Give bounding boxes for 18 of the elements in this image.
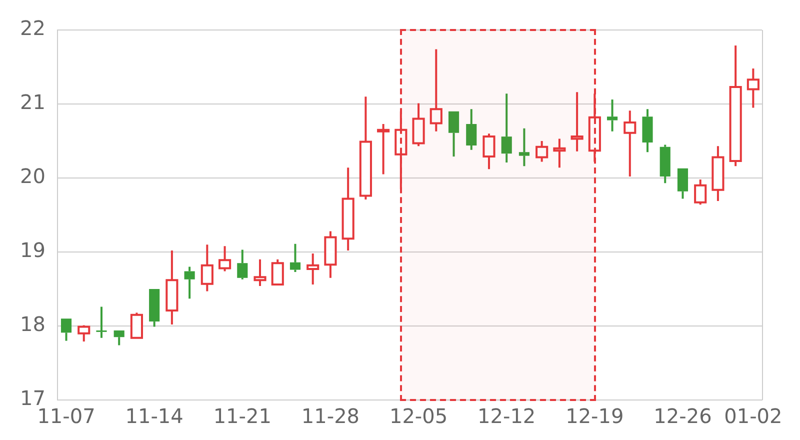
x-tick-label: 12-26 — [654, 404, 712, 428]
x-tick-label: 11-14 — [125, 404, 184, 428]
y-tick-label: 21 — [20, 90, 46, 114]
candlestick — [60, 318, 72, 342]
x-tick-label: 01-02 — [724, 404, 782, 428]
candlestick — [448, 111, 460, 158]
candlestick — [290, 242, 301, 273]
candlestick — [677, 168, 688, 200]
x-tick-label: 11-21 — [213, 404, 272, 428]
y-tick-label: 19 — [20, 238, 46, 262]
x-tick-label: 11-28 — [301, 404, 360, 428]
y-tick-label: 18 — [20, 312, 46, 336]
x-tick-label: 11-07 — [37, 404, 96, 428]
y-tick-label: 22 — [20, 16, 46, 40]
x-tick-label: 12-12 — [478, 404, 536, 428]
x-tick-label: 12-19 — [566, 404, 624, 428]
y-tick-label: 20 — [20, 164, 46, 188]
x-tick-label: 12-05 — [389, 404, 448, 428]
